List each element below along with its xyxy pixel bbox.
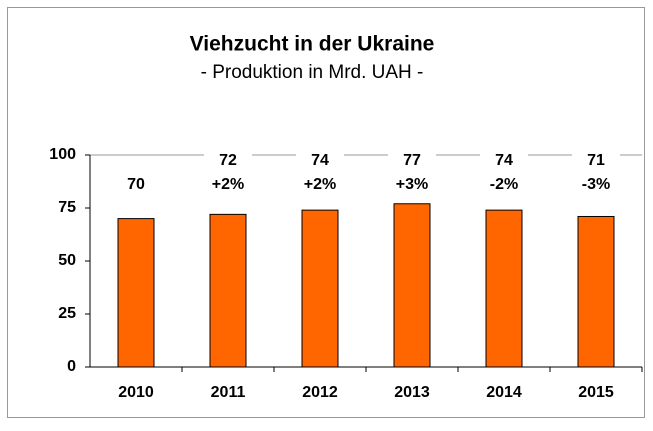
bar	[485, 209, 523, 368]
change-label: +3%	[396, 176, 428, 193]
chart-subtitle: - Produktion in Mrd. UAH -	[201, 62, 424, 83]
y-tick-label: 25	[58, 305, 76, 322]
y-tick-label: 50	[58, 252, 76, 269]
bar	[209, 213, 247, 368]
label-background	[480, 174, 528, 196]
y-tick-label: 75	[58, 199, 76, 216]
value-label: 71	[587, 152, 605, 169]
label-background	[204, 174, 252, 196]
x-tick-label: 2015	[578, 384, 614, 401]
label-background	[388, 150, 436, 172]
change-label: -2%	[490, 176, 518, 193]
x-tick-label: 2014	[486, 384, 522, 401]
change-label: +2%	[212, 176, 244, 193]
x-tick-label: 2013	[394, 384, 430, 401]
label-background	[572, 174, 620, 196]
change-label: -3%	[582, 176, 610, 193]
value-label: 74	[311, 152, 329, 169]
bar	[301, 209, 339, 368]
label-background	[112, 174, 160, 196]
value-label: 77	[403, 152, 421, 169]
x-tick-label: 2010	[118, 384, 154, 401]
label-background	[388, 174, 436, 196]
value-label: 74	[495, 152, 513, 169]
label-background	[296, 150, 344, 172]
x-tick-label: 2011	[211, 384, 246, 401]
y-tick-label: 100	[49, 146, 76, 163]
label-background	[204, 150, 252, 172]
change-label: +2%	[304, 176, 336, 193]
chart-title: Viehzucht in der Ukraine	[190, 33, 435, 56]
bar	[393, 203, 431, 368]
value-label: 70	[127, 176, 145, 193]
label-background	[480, 150, 528, 172]
label-background	[572, 150, 620, 172]
bar	[577, 215, 615, 368]
value-label: 72	[219, 152, 237, 169]
label-background	[296, 174, 344, 196]
y-tick-label: 0	[67, 358, 76, 375]
x-tick-label: 2012	[302, 384, 338, 401]
bar	[117, 218, 155, 368]
